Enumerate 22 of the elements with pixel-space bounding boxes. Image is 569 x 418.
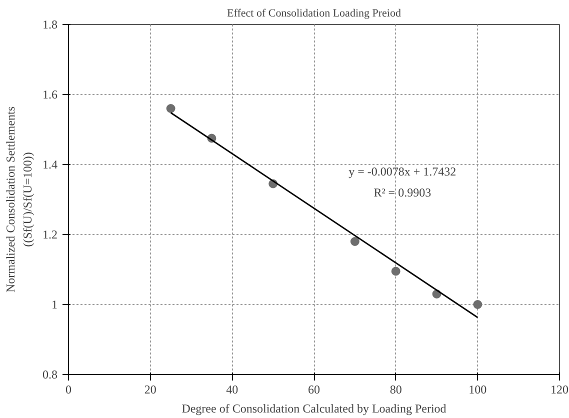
point bbox=[391, 266, 400, 276]
x-tick-label: 60 bbox=[308, 382, 320, 396]
point bbox=[473, 300, 482, 309]
y-tick-label: 1.6 bbox=[42, 88, 58, 102]
x-tick-label: 20 bbox=[144, 382, 156, 396]
y-tick-label: 1.4 bbox=[42, 158, 58, 172]
point bbox=[166, 104, 176, 113]
y-tick-label: 1.8 bbox=[42, 18, 58, 32]
x-axis-title: Degree of Consolidation Calculated by Loading Period bbox=[182, 402, 446, 416]
x-tick-label: 40 bbox=[226, 382, 238, 396]
y-tick-label: 1.2 bbox=[42, 228, 58, 242]
x-tick-label: 100 bbox=[468, 382, 487, 396]
x-tick-label: 120 bbox=[550, 382, 568, 396]
chart-title: Effect of Consolidation Loading Preiod bbox=[227, 8, 402, 20]
x-tick-label: 80 bbox=[390, 382, 402, 396]
x-tick-label: 0 bbox=[66, 382, 72, 396]
y-axis-title: Normalized Consolidation Settlements ((Sf(U)/Sf(U=100)) bbox=[4, 106, 34, 292]
y-tick-label: 1 bbox=[52, 298, 58, 312]
point bbox=[350, 237, 360, 246]
y-tick-label: 0.8 bbox=[42, 368, 58, 382]
annotation: y = -0.0078x + 1.7432 bbox=[348, 164, 456, 178]
annotation: R² = 0.9903 bbox=[374, 186, 432, 200]
